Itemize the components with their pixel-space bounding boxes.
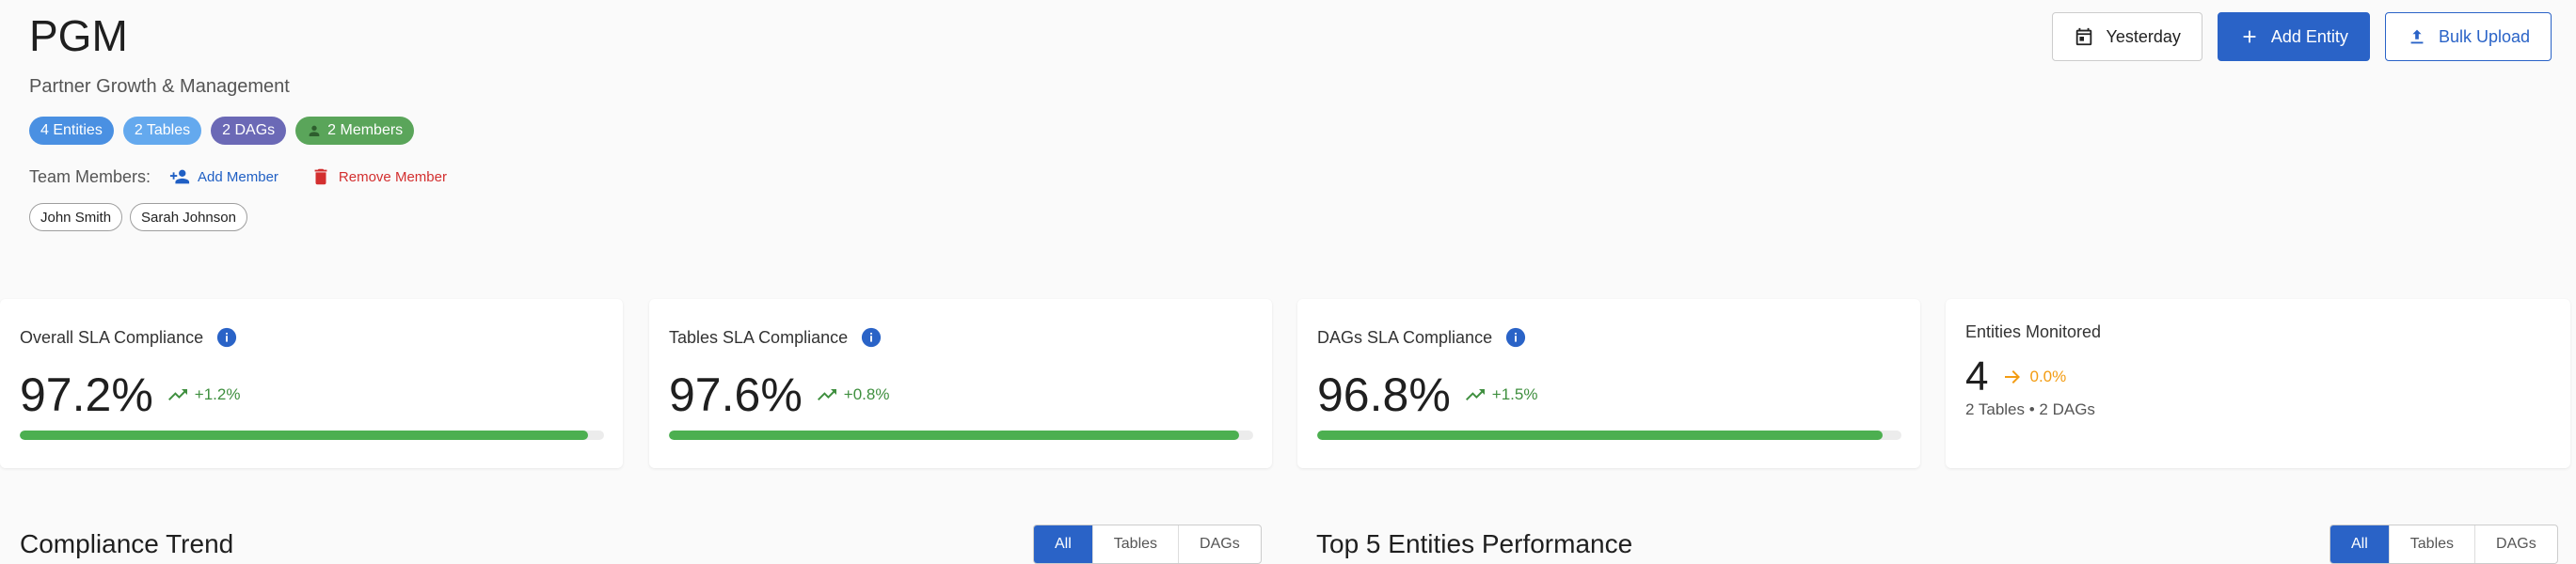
filter-all[interactable]: All bbox=[1034, 525, 1092, 563]
filter-all[interactable]: All bbox=[2330, 525, 2389, 563]
bulk-upload-button[interactable]: Bulk Upload bbox=[2384, 12, 2552, 61]
members-count-chip: 2 Members bbox=[295, 117, 415, 145]
tables-sla-trend: +0.8% bbox=[816, 384, 890, 406]
page-title: PGM bbox=[29, 11, 128, 60]
dags-sla-trend: +1.5% bbox=[1464, 384, 1538, 406]
person-icon bbox=[309, 125, 320, 136]
bulk-upload-label: Bulk Upload bbox=[2438, 26, 2530, 46]
team-members-label: Team Members: bbox=[29, 166, 151, 186]
person-add-icon bbox=[169, 169, 190, 184]
filter-dags[interactable]: DAGs bbox=[2474, 525, 2557, 563]
top5-entities-title: Top 5 Entities Performance bbox=[1316, 529, 1633, 558]
entities-monitored-trend: 0.0% bbox=[2001, 366, 2066, 388]
trash-icon bbox=[314, 168, 327, 185]
tables-sla-title: Tables SLA Compliance bbox=[669, 327, 849, 347]
date-label: Yesterday bbox=[2106, 26, 2181, 46]
overall-sla-progress-fill bbox=[20, 431, 588, 440]
dags-sla-card: DAGs SLA Compliance 96.8% +1.5% bbox=[1297, 299, 1920, 468]
filter-dags[interactable]: DAGs bbox=[1178, 525, 1261, 563]
add-member-label: Add Member bbox=[198, 168, 278, 185]
overall-sla-card: Overall SLA Compliance 97.2% +1.2% bbox=[0, 299, 623, 468]
member-chip[interactable]: Sarah Johnson bbox=[130, 203, 247, 231]
filter-tables[interactable]: Tables bbox=[2388, 525, 2474, 563]
team-header: PGM Partner Growth & Management 4 Entiti… bbox=[29, 9, 456, 231]
team-members-row: Team Members: Add Member Remove Member bbox=[29, 164, 456, 190]
members-count-label: 2 Members bbox=[327, 122, 404, 138]
dags-sla-title: DAGs SLA Compliance bbox=[1317, 327, 1493, 347]
filter-tables[interactable]: Tables bbox=[1091, 525, 1178, 563]
entities-monitored-value: 4 bbox=[1965, 353, 1989, 400]
entities-monitored-title: Entities Monitored bbox=[1965, 322, 2102, 341]
entities-count-chip: 4 Entities bbox=[29, 117, 114, 145]
tables-sla-progress bbox=[669, 431, 1253, 440]
compliance-trend-title: Compliance Trend bbox=[20, 529, 234, 558]
trending-up-icon bbox=[817, 389, 836, 400]
tables-sla-trend-value: +0.8% bbox=[843, 385, 890, 403]
arrow-right-icon bbox=[2005, 370, 2021, 384]
page-subtitle: Partner Growth & Management bbox=[29, 76, 290, 97]
dags-sla-trend-value: +1.5% bbox=[1491, 385, 1538, 403]
tables-sla-progress-fill bbox=[669, 431, 1240, 440]
tables-count-chip: 2 Tables bbox=[122, 117, 202, 145]
info-icon[interactable] bbox=[216, 327, 237, 348]
calendar-icon bbox=[2076, 27, 2092, 46]
entities-breakdown: 2 Tables • 2 DAGs bbox=[1965, 400, 2095, 418]
dags-sla-progress bbox=[1317, 431, 1901, 440]
member-chip[interactable]: John Smith bbox=[29, 203, 123, 231]
overall-sla-progress bbox=[20, 431, 604, 440]
overall-sla-title: Overall SLA Compliance bbox=[20, 327, 204, 347]
top-actions: Yesterday Add Entity Bulk Upload bbox=[2052, 12, 2552, 61]
overall-sla-trend: +1.2% bbox=[167, 384, 241, 406]
info-icon[interactable] bbox=[1505, 327, 1526, 348]
trending-up-icon bbox=[167, 389, 187, 400]
trending-up-icon bbox=[1465, 389, 1485, 400]
add-entity-label: Add Entity bbox=[2270, 26, 2348, 46]
info-icon[interactable] bbox=[861, 327, 882, 348]
compliance-trend-filter: All Tables DAGs bbox=[1033, 525, 1262, 564]
remove-member-button[interactable]: Remove Member bbox=[301, 164, 456, 190]
summary-chips: 4 Entities 2 Tables 2 DAGs 2 Members bbox=[29, 117, 456, 145]
add-entity-button[interactable]: Add Entity bbox=[2217, 12, 2370, 61]
upload-icon bbox=[2410, 29, 2424, 44]
member-list: John Smith Sarah Johnson bbox=[29, 203, 456, 231]
add-member-button[interactable]: Add Member bbox=[160, 164, 288, 190]
dags-sla-value: 96.8% bbox=[1317, 368, 1451, 421]
tables-sla-value: 97.6% bbox=[669, 368, 803, 421]
plus-icon bbox=[2243, 30, 2256, 43]
tables-sla-card: Tables SLA Compliance 97.6% +0.8% bbox=[649, 299, 1272, 468]
overall-sla-value: 97.2% bbox=[20, 368, 153, 421]
remove-member-label: Remove Member bbox=[338, 168, 447, 185]
dags-count-chip: 2 DAGs bbox=[211, 117, 287, 145]
dags-sla-progress-fill bbox=[1317, 431, 1884, 440]
entities-monitored-card: Entities Monitored 4 0.0% 2 Tables • 2 D… bbox=[1946, 299, 2570, 468]
overall-sla-trend-value: +1.2% bbox=[194, 385, 241, 403]
entities-monitored-trend-value: 0.0% bbox=[2029, 368, 2067, 385]
date-picker-button[interactable]: Yesterday bbox=[2052, 12, 2202, 61]
